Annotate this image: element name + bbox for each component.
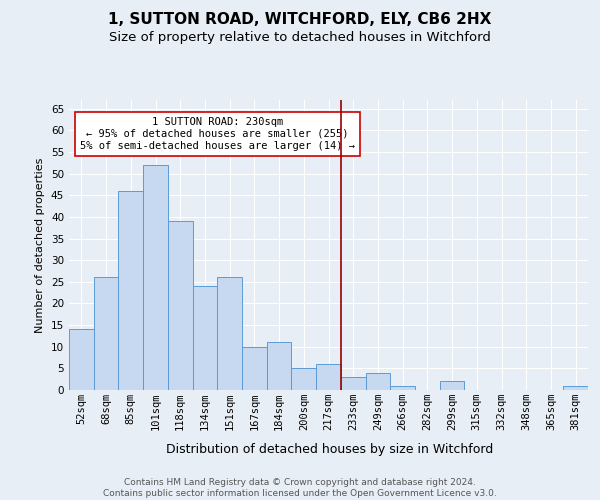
Text: Contains HM Land Registry data © Crown copyright and database right 2024.
Contai: Contains HM Land Registry data © Crown c…	[103, 478, 497, 498]
Bar	[365, 372, 390, 390]
Bar	[316, 364, 341, 390]
Bar	[242, 346, 267, 390]
Bar	[118, 191, 143, 390]
Bar	[563, 386, 588, 390]
Y-axis label: Number of detached properties: Number of detached properties	[35, 158, 46, 332]
Text: Size of property relative to detached houses in Witchford: Size of property relative to detached ho…	[109, 32, 491, 44]
Bar	[69, 330, 94, 390]
Bar	[267, 342, 292, 390]
Text: Distribution of detached houses by size in Witchford: Distribution of detached houses by size …	[166, 442, 494, 456]
Bar	[193, 286, 217, 390]
Bar	[143, 165, 168, 390]
Bar	[168, 221, 193, 390]
Bar	[217, 278, 242, 390]
Text: 1, SUTTON ROAD, WITCHFORD, ELY, CB6 2HX: 1, SUTTON ROAD, WITCHFORD, ELY, CB6 2HX	[109, 12, 491, 28]
Bar	[390, 386, 415, 390]
Bar	[94, 278, 118, 390]
Bar	[292, 368, 316, 390]
Bar	[341, 377, 365, 390]
Bar	[440, 382, 464, 390]
Text: 1 SUTTON ROAD: 230sqm
← 95% of detached houses are smaller (255)
5% of semi-deta: 1 SUTTON ROAD: 230sqm ← 95% of detached …	[80, 118, 355, 150]
